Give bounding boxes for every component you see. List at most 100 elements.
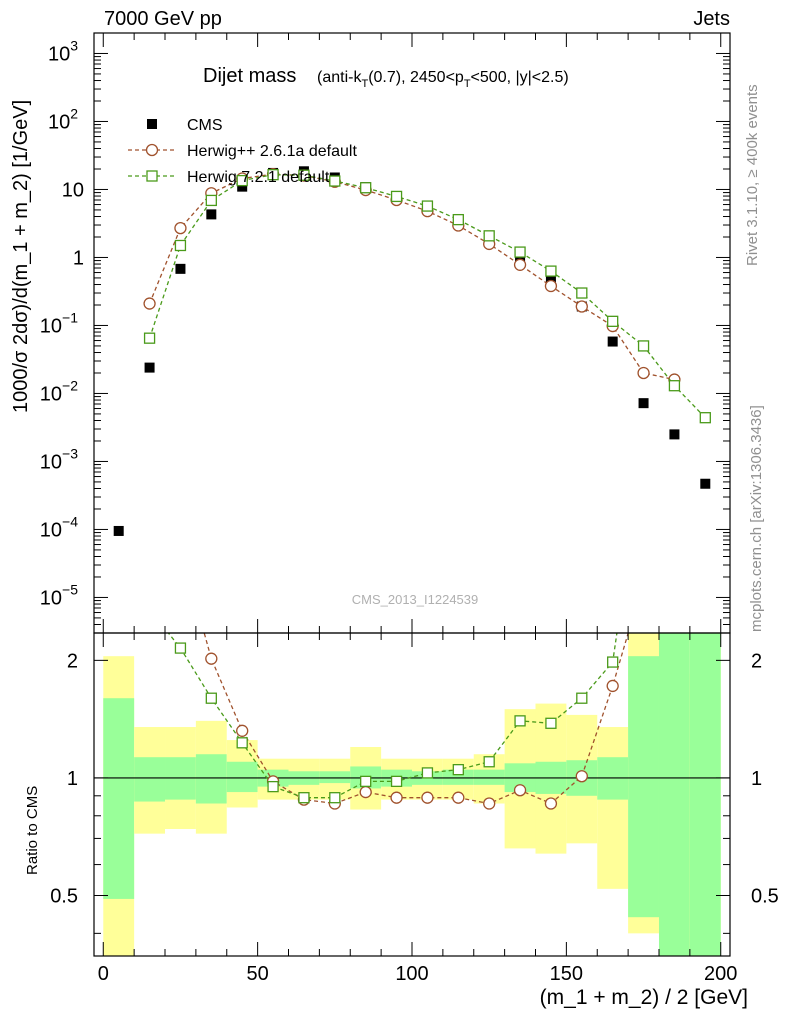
- x-axis-label: (m_1 + m_2) / 2 [GeV]: [539, 986, 748, 1009]
- rivet-version-note: Rivet 3.1.10, ≥ 400k events: [744, 84, 761, 266]
- ratio-point-herwig7: [639, 445, 649, 455]
- main-y-tick-label: 10−4: [40, 513, 78, 541]
- data-point-cms: [175, 263, 186, 274]
- ratio-band-inner: [442, 769, 474, 785]
- ratio-point-herwig7: [545, 717, 557, 729]
- data-point-herwig7: [298, 169, 310, 181]
- ratio-y-tick-label: 2: [67, 650, 78, 672]
- ratio-point-herwig7: [421, 767, 434, 779]
- ratio-point-herwig7: [205, 692, 217, 704]
- ratio-y-tick-label: 0.5: [50, 886, 78, 908]
- ratio-band-inner: [319, 771, 351, 784]
- ratio-point-herwig7: [236, 737, 248, 749]
- legend-label-herwig7: Herwig 7.2.1 default: [187, 169, 330, 186]
- plot-title-cuts-b-sub: T: [464, 78, 471, 90]
- data-point-herwigpp: [143, 297, 156, 310]
- ratio-point-herwig7: [483, 756, 495, 768]
- data-point-herwigpp: [575, 300, 588, 313]
- legend-label-cms: CMS: [187, 117, 223, 134]
- main-series-group: [113, 166, 711, 536]
- data-point-herwig7: [576, 287, 588, 299]
- data-point-herwig7: [607, 315, 619, 327]
- x-tick-label: 0: [98, 963, 109, 985]
- data-point-herwig7: [483, 230, 495, 242]
- ratio-band-inner: [658, 633, 690, 956]
- data-point-herwig7: [205, 194, 217, 207]
- ratio-point-herwigpp: [544, 797, 558, 810]
- legend-label-herwigpp: Herwig++ 2.6.1a default: [187, 143, 357, 160]
- data-point-herwig7: [267, 169, 279, 181]
- data-point-cms: [700, 478, 711, 489]
- main-y-axis-label: 1000/σ 2dσ)/d(m_1 + m_2) [1/GeV]: [10, 99, 32, 413]
- data-point-herwig7: [545, 265, 557, 277]
- ratio-band-outer: [597, 727, 629, 889]
- ratio-y-tick-label-right: 0.5: [751, 886, 779, 908]
- data-point-cms: [638, 398, 649, 409]
- ratio-point-herwigpp: [638, 575, 649, 586]
- data-point-herwig7: [452, 213, 464, 226]
- ratio-point-herwigpp: [236, 724, 249, 737]
- ratio-point-herwigpp: [175, 542, 186, 553]
- plot-title-main: Dijet mass: [203, 65, 296, 87]
- ratio-point-herwigpp: [513, 784, 527, 797]
- main-y-tick-label: 10−3: [40, 445, 78, 473]
- ratio-point-herwigpp: [144, 404, 155, 415]
- data-point-herwig7: [174, 239, 187, 252]
- legend-marker-herwig7: [146, 170, 158, 182]
- ratio-y-tick-label: 1: [67, 768, 78, 790]
- header-analysis-label: Jets: [693, 8, 730, 30]
- ratio-point-herwig7: [174, 642, 187, 654]
- ratio-band-inner: [628, 656, 659, 918]
- main-y-tick-exponent: −5: [62, 581, 78, 597]
- main-y-tick-label: 10: [62, 179, 84, 201]
- main-y-tick-label: 1: [73, 247, 84, 269]
- data-point-herwigpp: [513, 258, 527, 271]
- ratio-point-herwigpp: [575, 770, 588, 783]
- data-point-herwig7: [514, 246, 526, 258]
- ratio-series-group: [144, 404, 649, 810]
- x-tick-label: 150: [550, 963, 583, 985]
- legend-marker-cms: [147, 119, 157, 129]
- data-point-herwig7: [668, 380, 681, 392]
- data-point-herwig7: [143, 332, 156, 344]
- main-y-tick-mantissa: 10: [40, 451, 62, 473]
- watermark: CMS_2013_I1224539: [352, 592, 479, 607]
- main-y-tick-label: 103: [48, 37, 78, 65]
- mcplots-reference: mcplots.cern.ch [arXiv:1306.3436]: [748, 405, 765, 632]
- ratio-point-herwig7: [390, 775, 403, 788]
- ratio-point-herwig7: [145, 604, 155, 614]
- ratio-point-herwig7: [452, 764, 464, 776]
- plot-title-cuts-a-sub: T: [361, 78, 368, 90]
- main-y-tick-mantissa: 10: [40, 587, 62, 609]
- ratio-uncertainty-bands: [103, 633, 721, 956]
- ratio-point-herwigpp: [359, 785, 372, 799]
- legend: CMS Herwig++ 2.6.1a default Herwig 7.2.1 d…: [128, 117, 357, 186]
- data-point-herwig7: [329, 175, 341, 187]
- legend-marker-herwigpp: [145, 143, 159, 157]
- main-y-tick-exponent: −3: [62, 445, 78, 461]
- ratio-y-tick-label-right: 1: [751, 768, 762, 790]
- plot-title-cuts-a: (anti-k: [317, 69, 362, 86]
- data-point-herwigpp: [544, 279, 558, 293]
- ratio-point-herwig7: [298, 792, 310, 804]
- data-point-herwig7: [236, 174, 248, 187]
- ratio-point-herwigpp: [483, 797, 496, 810]
- plot-title-cuts: (anti-kT(0.7), 2450<pT<500, |y|<2.5): [317, 69, 569, 90]
- main-y-tick-mantissa: 10: [48, 111, 70, 133]
- main-y-tick-exponent: 3: [70, 37, 78, 53]
- ratio-y-tick-label-right: 2: [751, 650, 762, 672]
- data-point-cms: [237, 181, 248, 192]
- ratio-clipped-group: [144, 404, 649, 810]
- x-tick-label: 50: [247, 963, 269, 985]
- plot-title-cuts-c: <500, |y|<2.5): [471, 69, 569, 86]
- ratio-band-inner: [134, 757, 166, 802]
- ratio-point-herwigpp: [421, 791, 434, 804]
- data-point-herwig7: [390, 190, 403, 203]
- data-point-cms: [144, 362, 155, 373]
- ratio-band-inner: [195, 754, 227, 804]
- data-point-cms: [113, 525, 124, 536]
- main-y-tick-label: 10−2: [40, 377, 78, 405]
- main-y-tick-label: 10−5: [40, 581, 78, 609]
